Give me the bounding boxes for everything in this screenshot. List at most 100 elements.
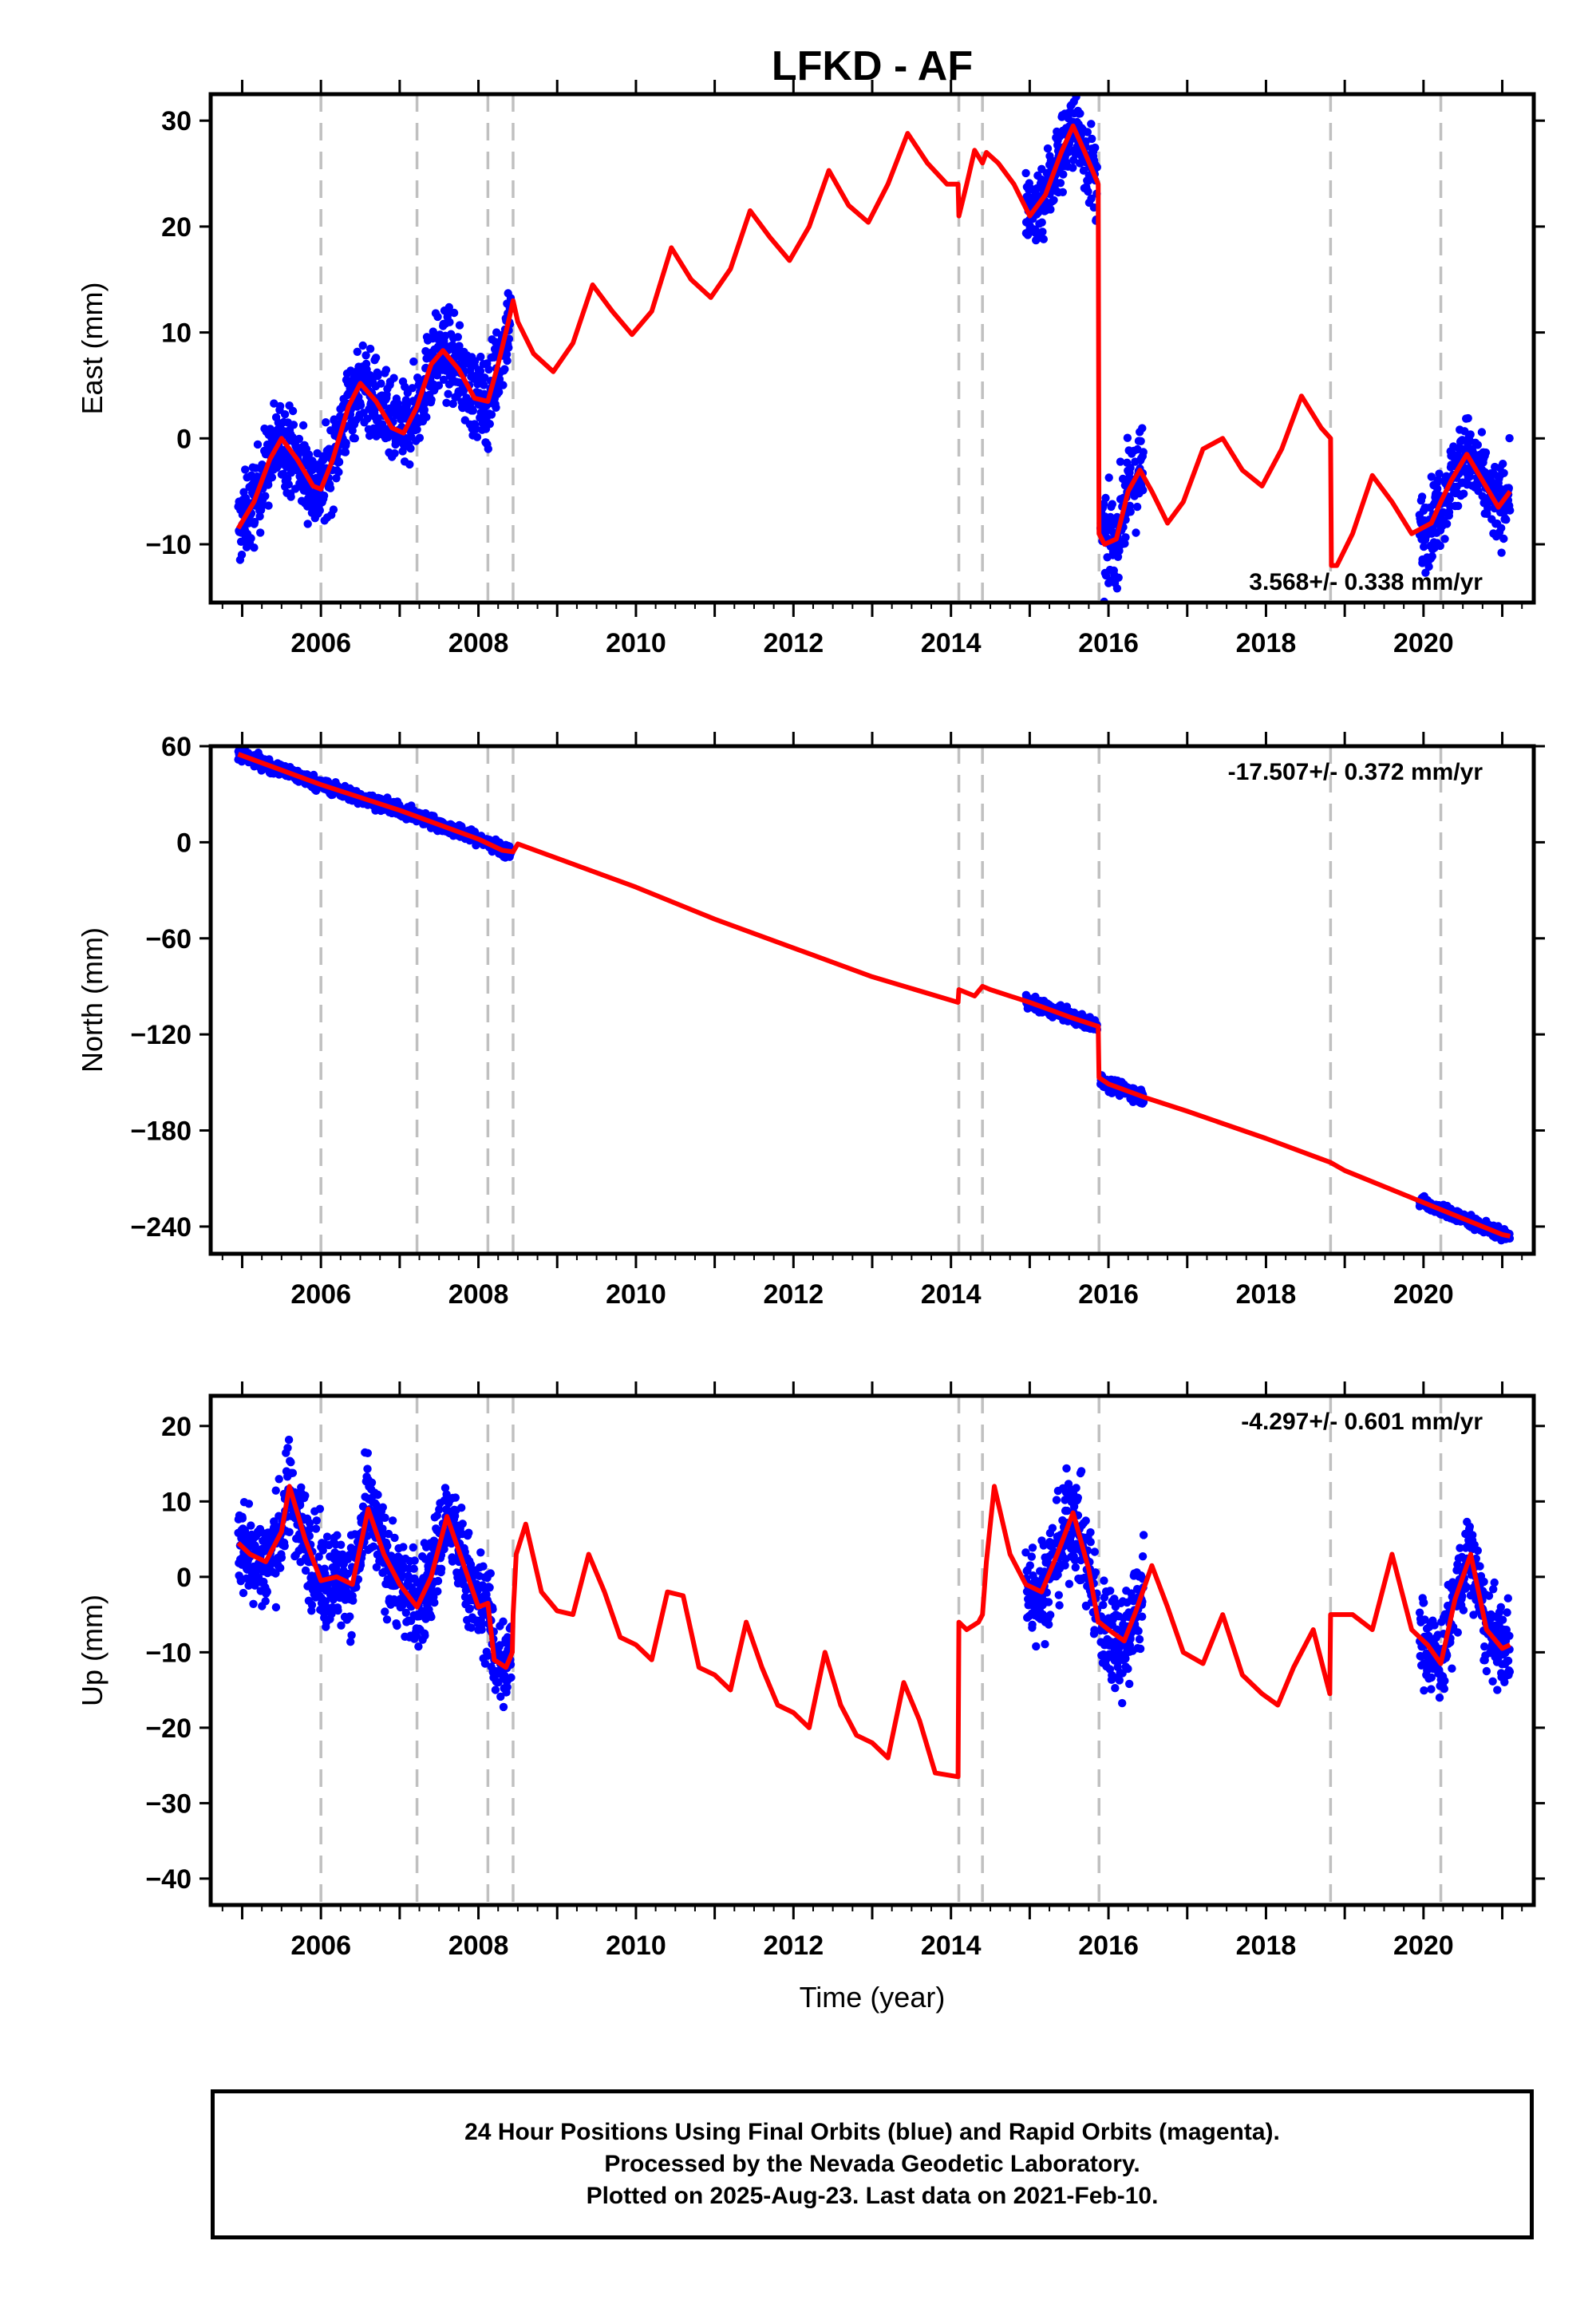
observation-point bbox=[1058, 188, 1068, 196]
observation-point bbox=[388, 1516, 397, 1525]
observation-point bbox=[448, 399, 457, 409]
observation-point bbox=[271, 1603, 281, 1612]
observation-point bbox=[1125, 1679, 1134, 1689]
observation-point bbox=[329, 505, 338, 514]
observation-point bbox=[1062, 1464, 1071, 1473]
observation-point bbox=[1496, 1603, 1506, 1612]
observation-point bbox=[1135, 1634, 1144, 1644]
velocity-rate-label: -17.507+/- 0.372 mm/yr bbox=[1228, 759, 1483, 785]
observation-point bbox=[1025, 1561, 1035, 1570]
observation-point bbox=[1417, 492, 1427, 501]
observation-point bbox=[334, 1606, 342, 1615]
observation-point bbox=[1448, 1664, 1456, 1673]
y-tick-label: 60 bbox=[161, 732, 192, 762]
observation-point bbox=[356, 401, 365, 409]
observation-point bbox=[239, 1588, 248, 1598]
observation-point bbox=[440, 340, 448, 349]
observation-point bbox=[1440, 1684, 1449, 1694]
observation-point bbox=[256, 528, 265, 537]
observation-point bbox=[464, 1528, 473, 1537]
observation-point bbox=[495, 388, 504, 397]
observation-point bbox=[443, 310, 452, 318]
observation-point bbox=[1499, 460, 1507, 468]
observation-point bbox=[264, 480, 273, 489]
observation-point bbox=[1498, 1615, 1507, 1624]
observation-point bbox=[390, 449, 399, 458]
observation-point bbox=[453, 333, 462, 342]
observation-point bbox=[1106, 1587, 1115, 1595]
observation-point bbox=[484, 365, 493, 374]
observation-point bbox=[304, 450, 314, 459]
y-tick-label: 30 bbox=[161, 106, 192, 136]
observation-point bbox=[1440, 535, 1449, 543]
observation-point bbox=[1090, 1547, 1100, 1556]
observation-point bbox=[267, 473, 277, 482]
observation-point bbox=[363, 1448, 372, 1458]
observation-point bbox=[480, 381, 488, 389]
observation-point bbox=[1099, 1600, 1108, 1610]
observation-point bbox=[311, 1524, 321, 1533]
observation-point bbox=[1086, 1528, 1095, 1537]
observation-point bbox=[486, 1569, 495, 1578]
observation-point bbox=[1502, 516, 1511, 524]
observation-point bbox=[404, 407, 413, 416]
observation-point bbox=[384, 1529, 393, 1539]
observation-point bbox=[284, 1435, 294, 1445]
observation-point bbox=[1048, 1524, 1057, 1532]
observation-point bbox=[1489, 1585, 1498, 1594]
observation-point bbox=[244, 1500, 254, 1508]
observation-point bbox=[1440, 1676, 1449, 1686]
observation-point bbox=[1049, 196, 1058, 204]
observation-point bbox=[303, 520, 312, 528]
observation-point bbox=[261, 1597, 270, 1606]
observation-point bbox=[377, 379, 385, 388]
observation-point bbox=[337, 1621, 346, 1630]
observation-point bbox=[390, 1533, 399, 1543]
observation-point bbox=[363, 1464, 372, 1473]
observation-point bbox=[337, 1540, 346, 1549]
observation-point bbox=[409, 357, 418, 366]
observation-point bbox=[241, 465, 250, 474]
observation-point bbox=[1462, 1583, 1471, 1591]
observation-point bbox=[307, 1600, 317, 1610]
observation-point bbox=[504, 343, 513, 352]
observation-point bbox=[1028, 1620, 1037, 1630]
observation-point bbox=[1139, 448, 1148, 456]
observation-point bbox=[491, 1686, 500, 1694]
observation-point bbox=[1052, 1496, 1061, 1504]
observation-point bbox=[444, 302, 453, 312]
observation-point bbox=[381, 366, 391, 374]
y-tick-label: 10 bbox=[161, 318, 192, 349]
observation-point bbox=[1087, 120, 1096, 128]
observation-point bbox=[1479, 1577, 1488, 1587]
observation-point bbox=[321, 1597, 330, 1606]
plot-frame bbox=[208, 92, 1536, 605]
observation-point bbox=[238, 1514, 247, 1523]
observation-point bbox=[468, 406, 477, 415]
observation-point bbox=[1031, 226, 1041, 235]
observation-point bbox=[1428, 552, 1437, 561]
observation-point bbox=[271, 1486, 280, 1495]
observation-point bbox=[414, 1642, 423, 1651]
observation-point bbox=[1466, 430, 1475, 439]
observation-point bbox=[1427, 1685, 1436, 1694]
observation-point bbox=[1116, 457, 1125, 466]
observation-point bbox=[372, 1563, 381, 1572]
observation-point bbox=[470, 357, 480, 366]
observation-point bbox=[1063, 1506, 1072, 1516]
observation-point bbox=[1046, 205, 1055, 214]
observation-point bbox=[1427, 1673, 1436, 1682]
observation-point bbox=[1100, 1576, 1108, 1585]
observation-point bbox=[1435, 469, 1444, 478]
observation-point bbox=[434, 381, 444, 390]
observation-point bbox=[496, 1692, 505, 1701]
observation-point bbox=[383, 1541, 392, 1551]
observation-point bbox=[1497, 548, 1506, 557]
observation-point bbox=[1132, 502, 1142, 512]
observation-point bbox=[249, 1599, 258, 1609]
observation-point bbox=[332, 474, 341, 483]
model-line bbox=[235, 123, 1512, 568]
observation-point bbox=[1054, 1591, 1064, 1599]
model-line bbox=[237, 752, 1511, 1239]
x-tick-label: 2006 bbox=[290, 1279, 351, 1310]
